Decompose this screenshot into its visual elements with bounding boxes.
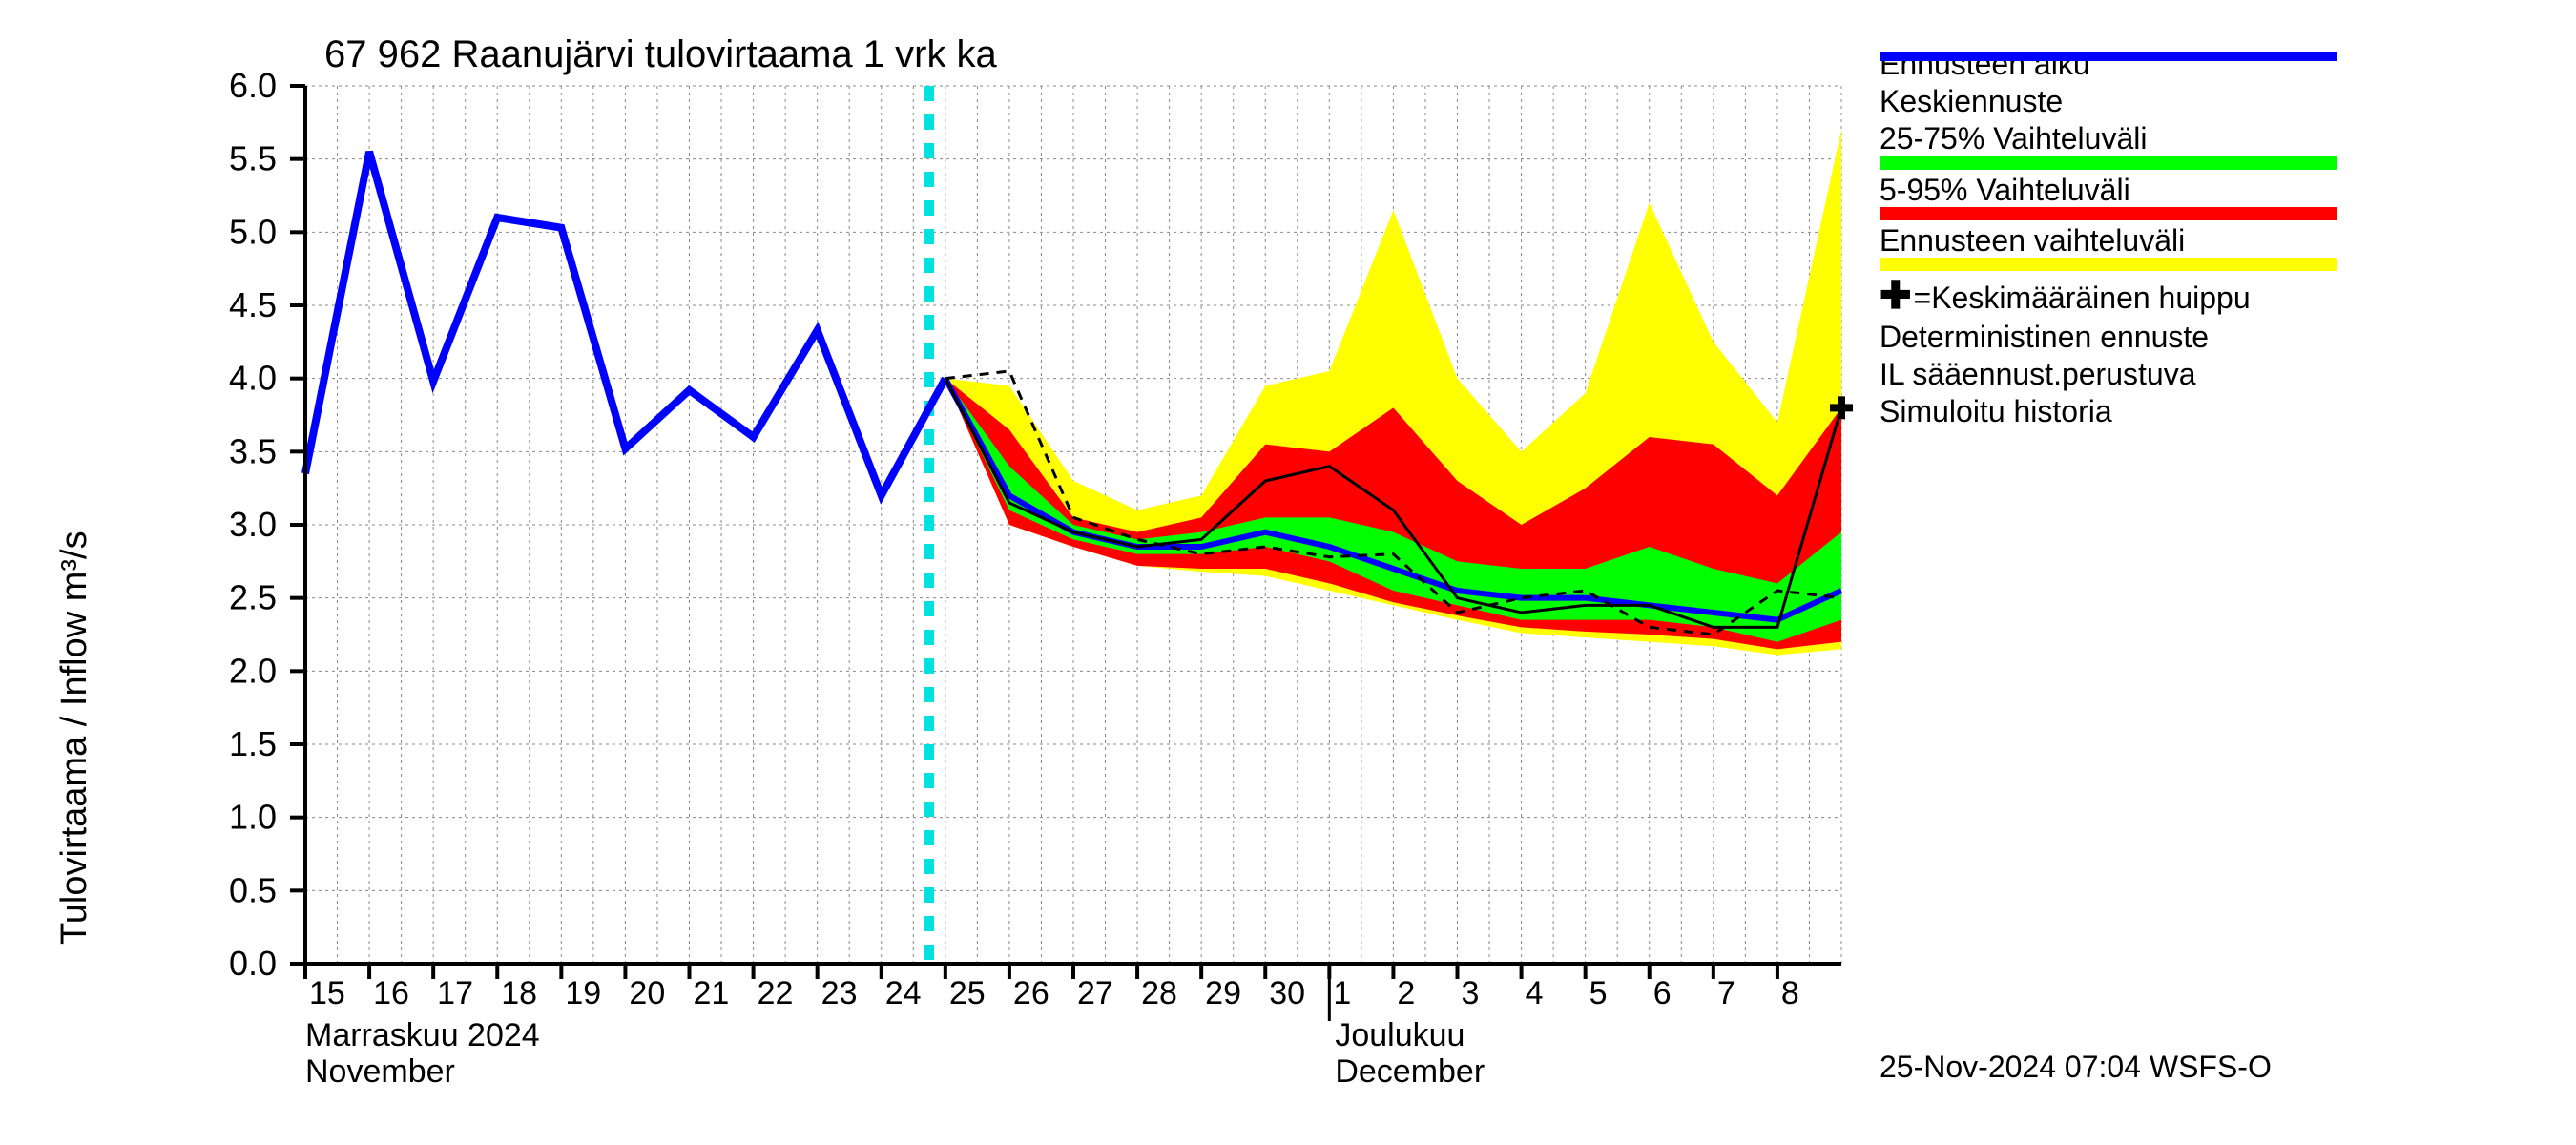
- y-tick-label: 2.5: [229, 578, 277, 617]
- y-tick-label: 1.0: [229, 798, 277, 837]
- legend-label: IL sääennust.perustuva: [1880, 358, 2547, 391]
- x-tick-label: 21: [694, 975, 730, 1011]
- chart-legend: Ennusteen alkuKeskiennuste25-75% Vaihtel…: [1880, 48, 2547, 433]
- x-tick-label: 2: [1397, 975, 1415, 1011]
- simulated-history-line: [305, 152, 945, 495]
- x-tick-label: 3: [1462, 975, 1480, 1011]
- x-tick-label: 17: [437, 975, 473, 1011]
- y-tick-label: 5.5: [229, 139, 277, 178]
- y-tick-label: 1.5: [229, 724, 277, 763]
- legend-item: ✚=Keskimääräinen huippu: [1880, 275, 2547, 317]
- legend-swatch-line: [1880, 48, 2337, 65]
- legend-item: Deterministinen ennuste: [1880, 321, 2547, 354]
- x-tick-label: 1: [1333, 975, 1351, 1011]
- legend-item: 5-95% Vaihteluväli: [1880, 174, 2547, 220]
- y-tick-label: 3.0: [229, 505, 277, 544]
- legend-label: Deterministinen ennuste: [1880, 321, 2547, 354]
- x-tick-label: 26: [1013, 975, 1049, 1011]
- legend-swatch-band: [1880, 258, 2337, 271]
- x-tick-label: 30: [1269, 975, 1305, 1011]
- legend-label: 5-95% Vaihteluväli: [1880, 174, 2547, 207]
- x-tick-label: 19: [565, 975, 601, 1011]
- legend-label: Simuloitu historia: [1880, 395, 2547, 428]
- y-tick-label: 4.0: [229, 359, 277, 398]
- x-tick-label: 5: [1589, 975, 1608, 1011]
- legend-label: ✚=Keskimääräinen huippu: [1880, 275, 2547, 317]
- legend-item: Keskiennuste: [1880, 85, 2547, 118]
- y-tick-label: 2.0: [229, 651, 277, 690]
- x-tick-label: 7: [1717, 975, 1735, 1011]
- y-tick-label: 5.0: [229, 212, 277, 251]
- x-tick-label: 6: [1653, 975, 1672, 1011]
- y-tick-label: 4.5: [229, 285, 277, 324]
- y-axis-label: Tulovirtaama / Inflow m³/s: [54, 531, 94, 945]
- y-tick-label: 0.0: [229, 944, 277, 983]
- x-tick-label: 27: [1077, 975, 1113, 1011]
- legend-item: Ennusteen vaihteluväli: [1880, 224, 2547, 271]
- legend-item: IL sääennust.perustuva: [1880, 358, 2547, 391]
- x-tick-label: 4: [1526, 975, 1544, 1011]
- x-tick-label: 23: [821, 975, 858, 1011]
- legend-label: Ennusteen vaihteluväli: [1880, 224, 2547, 258]
- x-tick-label: 22: [758, 975, 794, 1011]
- legend-item: 25-75% Vaihteluväli: [1880, 122, 2547, 169]
- legend-label: 25-75% Vaihteluväli: [1880, 122, 2547, 156]
- y-tick-label: 6.0: [229, 66, 277, 105]
- x-tick-label: 24: [885, 975, 922, 1011]
- y-tick-label: 3.5: [229, 431, 277, 470]
- x-tick-label: 8: [1781, 975, 1799, 1011]
- x-tick-label: 28: [1141, 975, 1177, 1011]
- x-tick-label: 18: [501, 975, 537, 1011]
- month-label-en: December: [1335, 1053, 1485, 1090]
- month-label-fi: Joulukuu: [1335, 1017, 1465, 1053]
- month-label-en: November: [305, 1053, 455, 1090]
- x-tick-label: 16: [373, 975, 409, 1011]
- legend-swatch-band: [1880, 207, 2337, 220]
- x-tick-label: 20: [629, 975, 665, 1011]
- x-tick-label: 15: [309, 975, 345, 1011]
- legend-swatch-band: [1880, 156, 2337, 170]
- legend-label: Keskiennuste: [1880, 85, 2547, 118]
- timestamp-footer: 25-Nov-2024 07:04 WSFS-O: [1880, 1050, 2272, 1085]
- x-tick-label: 29: [1205, 975, 1241, 1011]
- x-tick-label: 25: [949, 975, 986, 1011]
- legend-item: Simuloitu historia: [1880, 395, 2547, 428]
- month-label-fi: Marraskuu 2024: [305, 1017, 540, 1053]
- chart-title: 67 962 Raanujärvi tulovirtaama 1 vrk ka: [324, 33, 998, 75]
- y-tick-label: 0.5: [229, 870, 277, 909]
